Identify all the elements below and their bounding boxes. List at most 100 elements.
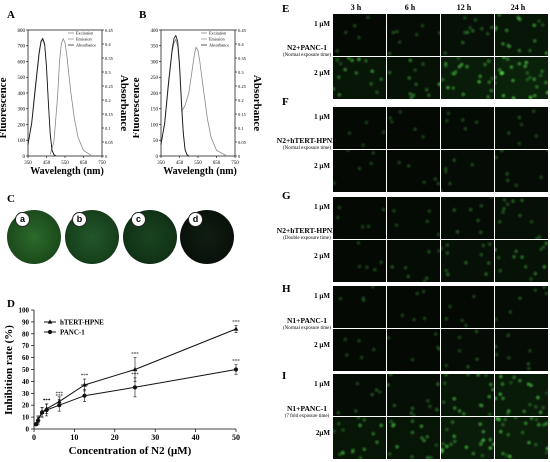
micrograph-f-r1-c4: [495, 107, 548, 149]
micrograph-e-r1-c4: [495, 14, 548, 56]
chart-d-significance: ***: [56, 392, 64, 397]
chart-d-ytick-label: 20: [22, 402, 30, 410]
chart-d-point-hterthpne: [233, 326, 239, 331]
chart-d-ytick-label: 100: [19, 307, 30, 315]
chart-a-ytick-label: 400: [18, 92, 26, 97]
group-sub-e: (Normal exposure time): [282, 53, 332, 58]
micrograph-h-r1-c4: [495, 286, 548, 328]
chart-d-xtick-label: 50: [232, 433, 240, 442]
chart-d-ytick-label: 70: [22, 342, 30, 350]
chart-a-legend-label: Excitation: [76, 31, 94, 36]
micrograph-f-r2-c4: [495, 150, 548, 192]
chart-b-legend-label: Emission: [209, 37, 225, 42]
chart-d-ytick-label: 80: [22, 330, 30, 338]
row-label-g-2: 2 μM: [314, 252, 330, 260]
chart-a-series-absorbance: [27, 37, 57, 157]
micrograph-h-r1-c2: [387, 286, 440, 328]
chart-a-series-emission: [49, 37, 92, 156]
chart-b-ytick-right-label: 0.05: [238, 140, 247, 145]
chart-d-ytick-label: 10: [22, 414, 30, 422]
chart-d-point-hterthpne: [82, 382, 87, 387]
chart-a: 350 450 550 650 750 0 100 200 300 400 500 600 700 800…: [0, 28, 130, 177]
chart-d-ytick-label: 50: [22, 366, 30, 374]
chart-b-ytick-label: 250: [151, 76, 159, 81]
column-header-12h: 12 h: [456, 3, 472, 12]
chart-a-ytick-right-label: 0.35: [105, 56, 114, 61]
chart-a-legend-label: Absorbance: [76, 43, 96, 48]
chart-d-significance: ***: [81, 385, 89, 390]
group-label-e: N2+PANC-1: [287, 43, 327, 52]
chart-b-ytick-label: 200: [151, 92, 159, 97]
chart-d-significance: ***: [131, 353, 139, 358]
micrograph-i-r1-c4: [495, 374, 548, 416]
chart-b-ytick-right-label: 0.15: [238, 112, 247, 117]
micrograph-g-r2-c3: [441, 240, 494, 282]
chart-d-significance: ***: [43, 399, 51, 404]
chart-d-xlabel: Concentration of N2 (μM): [69, 445, 192, 457]
chart-d-xtick-label: 10: [70, 433, 78, 442]
chart-b-series-emission: [181, 46, 226, 156]
row-label-e-1: 1 μM: [314, 20, 330, 28]
row-label-i-1: 1 μM: [314, 380, 330, 388]
chart-d-xtick-label: 30: [151, 433, 159, 442]
chart-a-ytick-label: 700: [18, 45, 26, 50]
row-label-e-2: 2 μM: [314, 69, 330, 77]
chart-a-ytick-right-label: 0.1: [105, 126, 111, 131]
micrograph-h-r1-c3: [441, 286, 494, 328]
chart-a-ytick-label: 800: [18, 29, 26, 34]
micrograph-e-r2-c3: [441, 57, 494, 99]
chart-d-xtick-label: 20: [111, 433, 119, 442]
chart-b-xlabel: Wavelength (nm): [163, 166, 237, 177]
panel-label-g: G: [282, 190, 291, 202]
chart-d-xtick-label: 40: [192, 433, 200, 442]
micrograph-e-r2-c1: [333, 57, 386, 99]
chart-a-ytick-label: 200: [18, 123, 26, 128]
chart-d-legend-label: PANC-1: [60, 329, 85, 337]
chart-b-series-absorbance: [160, 34, 190, 157]
micrograph-i-r1-c3: [441, 374, 494, 416]
panel-label-i: I: [282, 370, 287, 382]
chart-b-xtick-label: 750: [231, 161, 239, 166]
micrograph-e-r2-c4: [495, 57, 548, 99]
row-label-f-1: 1 μM: [314, 113, 330, 121]
micrograph-g-r2-c4: [495, 240, 548, 282]
chart-d-ytick-label: 90: [22, 318, 30, 326]
chart-d-ytick-label: 0: [26, 426, 30, 434]
micrograph-i-r1-c2: [387, 374, 440, 416]
micrograph-g-r1-c4: [495, 197, 548, 239]
micrograph-g-r1-c1: [333, 197, 386, 239]
micrograph-g-r2-c2: [387, 240, 440, 282]
micrograph-i-r2-c2: [387, 417, 440, 459]
chart-d-legend-marker: [47, 329, 53, 335]
chart-d-significance: ***: [232, 360, 240, 365]
column-header-6h: 6 h: [404, 3, 416, 12]
chart-a-xtick-label: 550: [61, 161, 69, 166]
chart-a-plot-frame: [27, 29, 103, 157]
chart-d-significance: ***: [131, 373, 139, 378]
micrograph-f-r1-c1: [333, 107, 386, 149]
micrograph-h-r2-c4: [495, 329, 548, 371]
chart-d-legend-marker: [47, 319, 53, 324]
chart-d-point-panc1: [44, 407, 49, 413]
micrograph-g-r2-c1: [333, 240, 386, 282]
micrograph-e-r1-c2: [387, 14, 440, 56]
micrograph-e-r1-c3: [441, 14, 494, 56]
chart-d-significance: ***: [56, 394, 64, 399]
micrograph-g-r1-c3: [441, 197, 494, 239]
well-label-b: b: [72, 212, 87, 227]
chart-a-series-excitation: [27, 38, 57, 157]
group-label-f: N2+hTERT-HPNE: [276, 136, 338, 145]
chart-d-point-panc1: [82, 393, 87, 398]
panel-label-c: C: [7, 193, 15, 205]
chart-d-ytick-label: 40: [22, 378, 30, 386]
chart-b-xtick-label: 350: [157, 161, 165, 166]
chart-a-xtick-label: 750: [98, 161, 106, 166]
chart-b-ytick-label: 300: [151, 60, 159, 65]
chart-a-ytick-right-label: 0.2: [105, 98, 111, 103]
micrograph-e-r1-c1: [333, 14, 386, 56]
chart-b-ytick-right-label: 0.25: [238, 84, 247, 89]
micrograph-f-r2-c2: [387, 150, 440, 192]
chart-a-ytick-right-label: 0.05: [105, 140, 114, 145]
chart-a-xtick-label: 450: [43, 161, 51, 166]
chart-b-ytick-right-label: 0.4: [238, 42, 244, 47]
